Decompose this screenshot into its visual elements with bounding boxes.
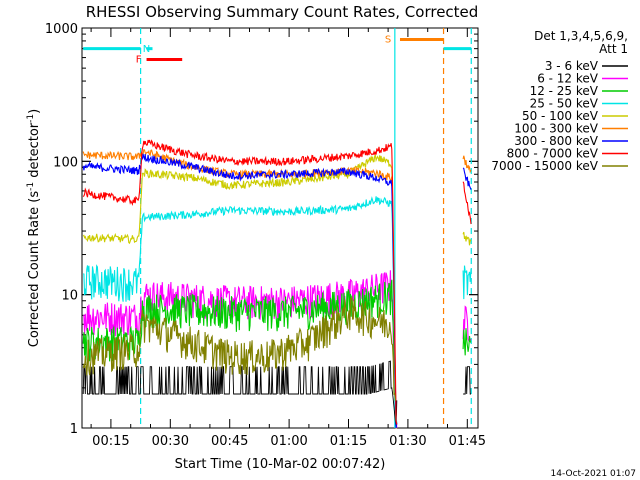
x-tick-label: 00:30: [152, 434, 189, 449]
y-axis-label-sup: -1: [26, 182, 36, 191]
x-tick-label: 01:45: [449, 434, 486, 449]
series-line: [462, 328, 472, 356]
footer-timestamp: 14-Oct-2021 01:07: [551, 469, 636, 479]
x-tick-label: 01:15: [330, 434, 367, 449]
legend-header: Att 1: [599, 42, 628, 56]
legend-header: Det 1,3,4,5,6,9,: [534, 29, 628, 43]
legend-label: 3 - 6 keV: [545, 59, 599, 73]
x-tick-label: 00:15: [92, 434, 129, 449]
legend-label: 7000 - 15000 keV: [491, 159, 598, 173]
legend-label: 12 - 25 keV: [530, 84, 599, 98]
series-line: [82, 360, 398, 429]
y-tick-label: 100: [53, 155, 78, 170]
plot-frame: [81, 27, 479, 429]
y-tick-label: 10: [61, 289, 78, 304]
series-line: [463, 366, 471, 395]
flag-annotation: N: [143, 44, 150, 55]
legend-label: 100 - 300 keV: [514, 122, 598, 136]
series-line: [462, 265, 472, 300]
series-line: [82, 153, 398, 429]
series-line: [83, 196, 398, 424]
y-axis-label-part: detector: [27, 122, 42, 182]
x-axis-label: Start Time (10-Mar-02 00:07:42): [175, 457, 386, 472]
y-axis-label: Corrected Count Rate (s-1 detector-1): [26, 109, 42, 347]
flag-annotation: F: [136, 55, 142, 66]
flag-annotation: S: [385, 34, 391, 45]
series-line: [82, 139, 398, 425]
y-tick-label: 1000: [45, 22, 78, 37]
y-axis-label-part: ): [27, 109, 42, 114]
y-axis-label-part: Corrected Count Rate (s: [27, 191, 42, 348]
series-line: [82, 154, 397, 429]
x-tick-label: 01:00: [270, 434, 307, 449]
legend-label: 25 - 50 keV: [530, 97, 599, 111]
series-line: [462, 231, 472, 246]
legend-label: 300 - 800 keV: [514, 134, 598, 148]
series-line: [462, 181, 472, 225]
y-tick-label: 1: [70, 422, 78, 437]
series-line: [462, 155, 472, 174]
series-line: [462, 167, 472, 190]
plot-area: 1 10 100 1000 00:15 00:30 00:45 01:00 01:15 01:30…: [45, 22, 486, 449]
legend-label: 800 - 7000 keV: [507, 147, 599, 161]
legend-label: 6 - 12 keV: [537, 72, 599, 86]
x-tick-label: 00:45: [211, 434, 248, 449]
series-line: [82, 296, 396, 401]
x-tick-label: 01:30: [389, 434, 426, 449]
chart-title: RHESSI Observing Summary Count Rates, Co…: [86, 3, 479, 21]
legend-label: 50 - 100 keV: [522, 109, 599, 123]
y-axis-label-sup: -1: [26, 114, 36, 123]
